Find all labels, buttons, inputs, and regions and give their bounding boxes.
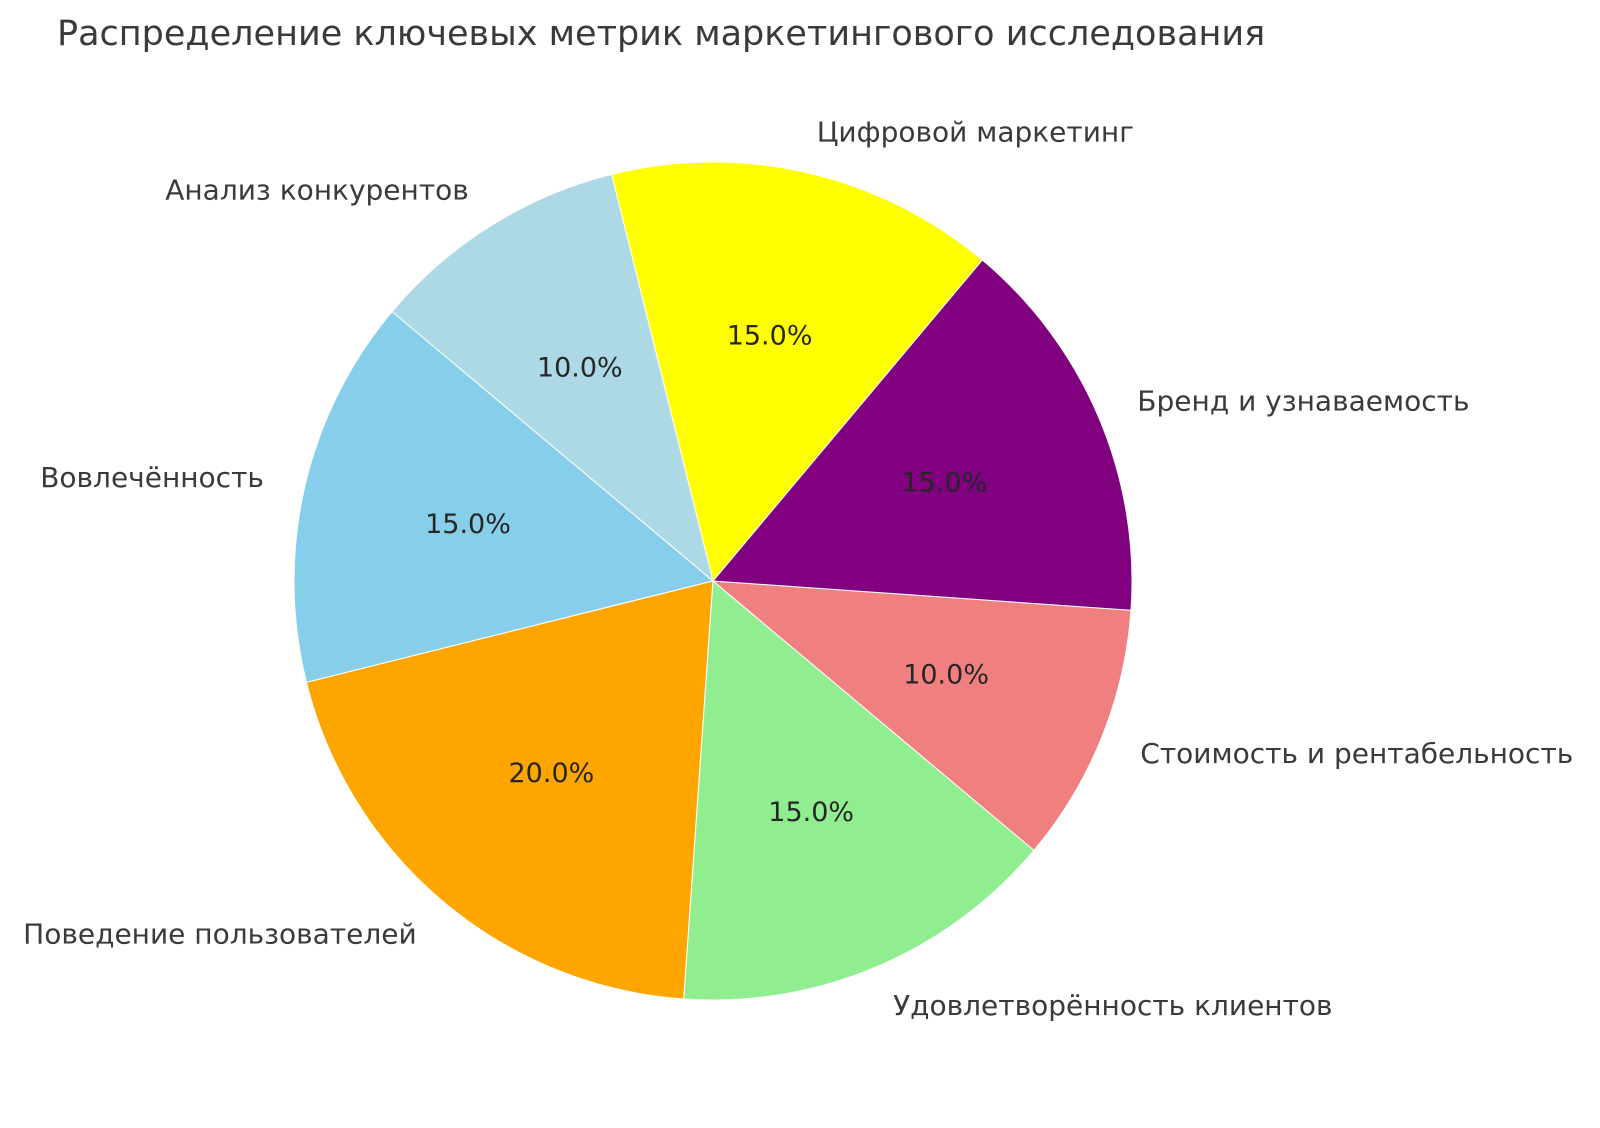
pie-slice <box>711 580 1132 852</box>
slice-category-label: Вовлечённость <box>40 461 264 494</box>
pie-slice <box>611 161 984 583</box>
chart-title: Распределение ключевых метрик маркетинго… <box>57 14 1266 54</box>
slice-percent-label: 15.0% <box>768 797 854 828</box>
slice-percent-label: 15.0% <box>727 321 813 352</box>
slice-category-label: Цифровой маркетинг <box>817 115 1134 148</box>
slice-percent-label: 15.0% <box>425 509 511 540</box>
slice-category-label: Бренд и узнаваемость <box>1137 384 1469 417</box>
pie-slice <box>683 579 1035 1001</box>
pie-slice <box>711 259 1133 611</box>
slice-percent-label: 10.0% <box>903 660 989 691</box>
slice-percent-label: 10.0% <box>537 352 623 383</box>
slice-category-label: Стоимость и рентабельность <box>1140 737 1573 770</box>
pie-slice <box>391 173 714 583</box>
slice-category-label: Анализ конкурентов <box>165 174 469 207</box>
slice-percent-label: 15.0% <box>902 467 988 498</box>
slice-percent-label: 20.0% <box>509 758 595 789</box>
pie-slice <box>305 580 714 1000</box>
slice-category-label: Поведение пользователей <box>23 918 417 951</box>
pie-slice <box>293 310 715 683</box>
slice-category-label: Удовлетворённость клиентов <box>893 989 1332 1022</box>
